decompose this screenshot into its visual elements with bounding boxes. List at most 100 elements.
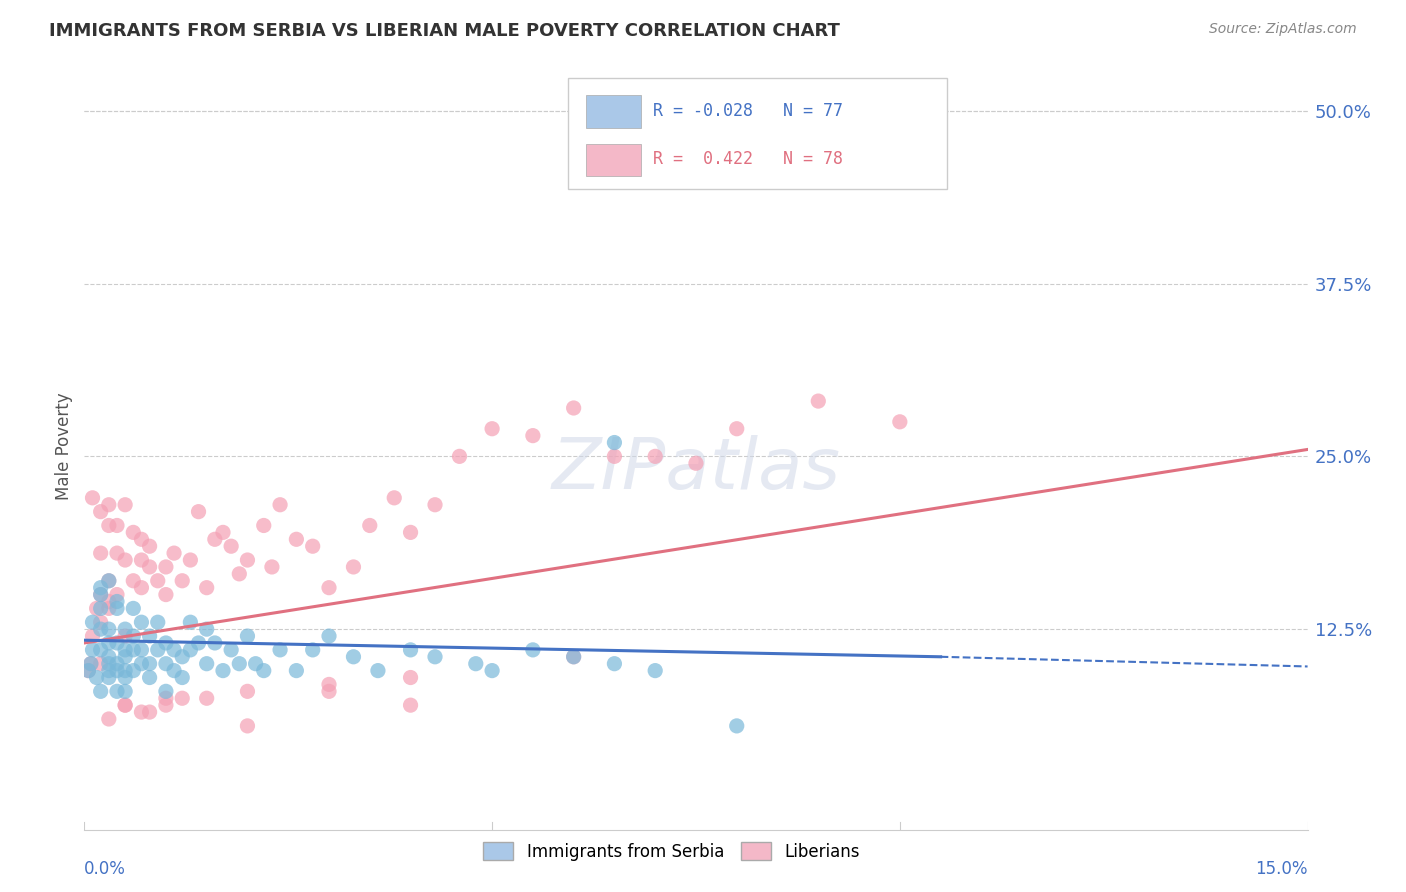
Point — [399, 525, 422, 540]
Point — [342, 649, 364, 664]
Point — [138, 657, 160, 671]
Point — [122, 664, 145, 678]
Point — [603, 435, 626, 450]
Point — [122, 601, 145, 615]
Point — [114, 698, 136, 713]
Point — [90, 657, 112, 671]
Point — [522, 643, 544, 657]
Point — [114, 649, 136, 664]
Point — [114, 684, 136, 698]
Point — [97, 574, 120, 588]
Point — [179, 553, 201, 567]
Point — [204, 636, 226, 650]
Point — [122, 574, 145, 588]
Point — [179, 643, 201, 657]
Point — [97, 671, 120, 685]
Point — [114, 698, 136, 713]
Point — [155, 691, 177, 706]
Point — [105, 518, 128, 533]
Point — [82, 643, 104, 657]
Point — [725, 422, 748, 436]
Point — [245, 657, 267, 671]
Text: Source: ZipAtlas.com: Source: ZipAtlas.com — [1209, 22, 1357, 37]
Point — [187, 636, 209, 650]
Point — [359, 518, 381, 533]
Point — [146, 615, 169, 630]
Point — [90, 581, 112, 595]
Point — [97, 664, 120, 678]
Point — [481, 422, 503, 436]
Point — [236, 629, 259, 643]
Point — [318, 581, 340, 595]
Point — [77, 664, 100, 678]
Point — [97, 649, 120, 664]
Text: 15.0%: 15.0% — [1256, 860, 1308, 878]
Point — [236, 684, 259, 698]
Point — [253, 518, 276, 533]
Point — [155, 684, 177, 698]
Point — [236, 719, 259, 733]
FancyBboxPatch shape — [586, 95, 641, 128]
Point — [138, 539, 160, 553]
Point — [105, 546, 128, 560]
Text: 0.0%: 0.0% — [84, 860, 127, 878]
Point — [86, 671, 108, 685]
Point — [342, 560, 364, 574]
Point — [155, 560, 177, 574]
Point — [90, 601, 112, 615]
Point — [204, 533, 226, 547]
Point — [219, 643, 242, 657]
Point — [269, 643, 291, 657]
Point — [138, 629, 160, 643]
Point — [97, 622, 120, 636]
Point — [131, 533, 153, 547]
Point — [90, 588, 112, 602]
Point — [82, 491, 104, 505]
Point — [423, 649, 446, 664]
Point — [399, 698, 422, 713]
Point — [114, 671, 136, 685]
Point — [603, 657, 626, 671]
Point — [131, 615, 153, 630]
Point — [179, 615, 201, 630]
Point — [219, 539, 242, 553]
Point — [481, 664, 503, 678]
Point — [146, 643, 169, 657]
Point — [90, 684, 112, 698]
Point — [97, 712, 120, 726]
Point — [77, 664, 100, 678]
Point — [97, 498, 120, 512]
Point — [195, 691, 218, 706]
Point — [285, 664, 308, 678]
Point — [155, 698, 177, 713]
Point — [301, 643, 323, 657]
Point — [195, 622, 218, 636]
Point — [228, 657, 250, 671]
Point — [253, 664, 276, 678]
Point — [464, 657, 486, 671]
Point — [260, 560, 283, 574]
Point — [105, 601, 128, 615]
Point — [97, 601, 120, 615]
Point — [807, 394, 830, 409]
Point — [562, 649, 585, 664]
Point — [318, 684, 340, 698]
Point — [172, 574, 194, 588]
Point — [90, 505, 112, 519]
Point — [195, 581, 218, 595]
Point — [97, 518, 120, 533]
Point — [105, 657, 128, 671]
Point — [131, 657, 153, 671]
Point — [644, 450, 666, 464]
Point — [725, 719, 748, 733]
Point — [155, 657, 177, 671]
Point — [603, 450, 626, 464]
Point — [131, 643, 153, 657]
Point — [146, 574, 169, 588]
Text: ZIPatlas: ZIPatlas — [551, 434, 841, 503]
Point — [212, 525, 235, 540]
Point — [131, 553, 153, 567]
Point — [90, 546, 112, 560]
Point — [86, 601, 108, 615]
Point — [399, 643, 422, 657]
